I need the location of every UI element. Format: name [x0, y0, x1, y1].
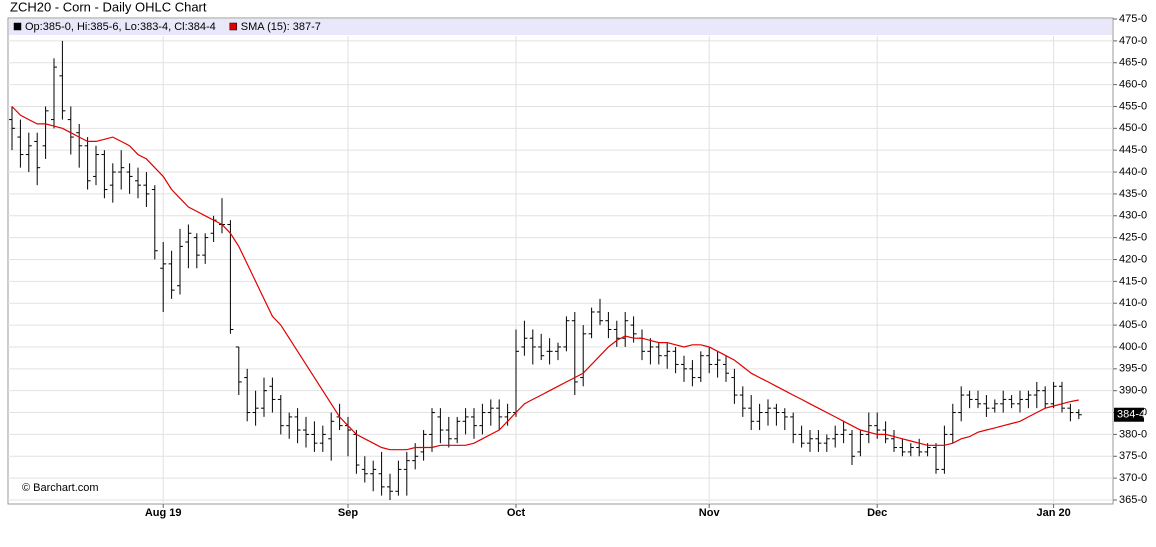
- y-tick-label: 405-0: [1119, 319, 1147, 331]
- sma-line: [11, 106, 1079, 451]
- y-tick-label: 380-0: [1119, 428, 1147, 440]
- y-tick-label: 400-0: [1119, 341, 1147, 353]
- x-tick-label: Oct: [507, 507, 526, 519]
- y-tick-label: 460-0: [1119, 78, 1147, 90]
- credit: © Barchart.com: [22, 482, 99, 494]
- y-tick-label: 410-0: [1119, 297, 1147, 309]
- legend-swatch: [13, 22, 22, 31]
- y-tick-label: 465-0: [1119, 57, 1147, 69]
- legend-swatch: [229, 22, 238, 31]
- legend-text: SMA (15): 387-7: [241, 21, 321, 33]
- y-tick-label: 430-0: [1119, 210, 1147, 222]
- y-tick-label: 450-0: [1119, 122, 1147, 134]
- chart-title: ZCH20 - Corn - Daily OHLC Chart: [10, 0, 207, 14]
- y-tick-label: 390-0: [1119, 385, 1147, 397]
- x-tick-label: Nov: [699, 507, 721, 519]
- y-tick-label: 375-0: [1119, 450, 1147, 462]
- y-tick-label: 420-0: [1119, 253, 1147, 265]
- y-tick-label: 470-0: [1119, 35, 1147, 47]
- x-tick-label: Sep: [338, 507, 358, 519]
- y-tick-label: 445-0: [1119, 144, 1147, 156]
- plot-area: [7, 17, 1114, 505]
- legend-text: Op:385-0, Hi:385-6, Lo:383-4, Cl:384-4: [25, 21, 216, 33]
- y-tick-label: 440-0: [1119, 166, 1147, 178]
- y-tick-label: 370-0: [1119, 472, 1147, 484]
- y-tick-label: 415-0: [1119, 275, 1147, 287]
- y-tick-label: 475-0: [1119, 13, 1147, 25]
- last-price-label: 384-4: [1117, 409, 1145, 421]
- x-tick-label: Jan 20: [1036, 507, 1070, 519]
- y-tick-label: 455-0: [1119, 100, 1147, 112]
- y-tick-label: 425-0: [1119, 232, 1147, 244]
- legend-band: [9, 19, 1112, 35]
- x-tick-label: Dec: [867, 507, 887, 519]
- y-tick-label: 435-0: [1119, 188, 1147, 200]
- x-tick-label: Aug 19: [145, 507, 182, 519]
- last-price-box: [1114, 407, 1144, 422]
- y-tick-label: 365-0: [1119, 494, 1147, 506]
- y-tick-label: 395-0: [1119, 363, 1147, 375]
